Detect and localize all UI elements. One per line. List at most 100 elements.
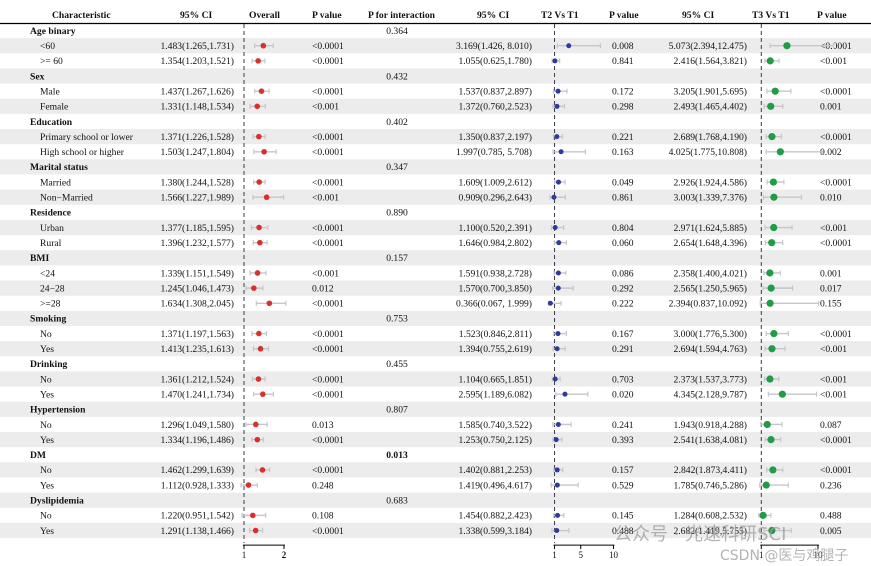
t3-ci-value: 2.416(1.564,3.821) xyxy=(673,56,747,67)
point-estimate-t2 xyxy=(554,482,560,488)
t2-ci-value: 1.646(0.984,2.802) xyxy=(458,238,532,249)
ci-overall-value: 1.371(1.226,1.528) xyxy=(160,132,234,143)
point-estimate-t2 xyxy=(554,346,560,352)
t3-p-value: 0.488 xyxy=(820,511,842,522)
ci-overall-value: 1.291(1.138,1.466) xyxy=(160,526,234,537)
subgroup-label: High school or higher xyxy=(40,147,125,158)
t2-p-value: 0.298 xyxy=(612,102,634,113)
t3-ci-value: 3.003(1.339,7.376) xyxy=(673,193,747,204)
ci-overall-value: 1.245(1.046,1.473) xyxy=(160,283,234,294)
t3-ci-value: 3.000(1.776,5.300) xyxy=(673,329,747,340)
t2-p-value: 0.008 xyxy=(612,41,634,52)
point-estimate-overall xyxy=(254,436,261,443)
subgroup-label: No xyxy=(40,329,52,340)
p-overall-value: <0.0001 xyxy=(312,41,344,52)
row-stripe xyxy=(0,310,871,326)
t2-ci-value: 1.591(0.938,2.728) xyxy=(458,268,532,279)
point-estimate-t2 xyxy=(566,43,572,49)
point-estimate-t3 xyxy=(763,420,771,429)
ci-overall-value: 1.112(0.928,1.333) xyxy=(161,480,234,491)
t2-ci-value: 1.585(0.740,3.522) xyxy=(458,420,532,431)
p-overall-value: <0.0001 xyxy=(312,435,344,446)
subgroup-label: Male xyxy=(40,86,60,97)
t3-p-value: 0.001 xyxy=(820,102,842,113)
subgroup-label: 24−28 xyxy=(40,283,65,294)
ci-overall-value: 1.331(1.148,1.534) xyxy=(160,102,234,113)
t2-p-value: 0.703 xyxy=(612,374,634,385)
row-stripe xyxy=(0,371,871,387)
point-estimate-t3 xyxy=(767,436,775,444)
header-p-t2: P value xyxy=(609,10,639,21)
subgroup-label: Yes xyxy=(40,389,54,400)
point-estimate-overall xyxy=(258,88,265,94)
point-estimate-t2 xyxy=(558,149,564,155)
point-estimate-t2 xyxy=(553,437,559,443)
row-stripe xyxy=(0,219,871,236)
point-estimate-t2 xyxy=(555,285,561,291)
point-estimate-overall xyxy=(260,42,267,49)
ci-overall-value: 1.634(1.308,2.045) xyxy=(160,299,234,310)
t2-ci-value: 1.402(0.881,2.253) xyxy=(458,465,532,476)
point-estimate-t3 xyxy=(770,193,778,201)
t2-p-value: 0.488 xyxy=(612,526,634,537)
point-estimate-t2 xyxy=(562,391,568,397)
p-interaction-value: 0.347 xyxy=(386,162,408,173)
p-interaction-value: 0.432 xyxy=(386,71,408,82)
point-estimate-overall xyxy=(256,179,263,185)
point-estimate-t3 xyxy=(768,345,776,353)
t2-ci-value: 0.366(0.067, 1.999) xyxy=(456,299,532,310)
p-overall-value: <0.0001 xyxy=(312,177,344,188)
t2-p-value: 0.172 xyxy=(612,86,634,97)
t2-p-value: 0.841 xyxy=(612,56,634,67)
t3-p-value: <0.001 xyxy=(820,374,847,385)
row-stripe xyxy=(0,98,871,114)
subgroup-label: No xyxy=(40,465,52,476)
header-p-overall: P value xyxy=(312,10,342,21)
t2-p-value: 0.060 xyxy=(612,238,634,249)
t2-p-value: 0.163 xyxy=(612,147,634,158)
row-stripe xyxy=(0,492,871,508)
p-overall-value: <0.0001 xyxy=(312,56,344,67)
row-stripe xyxy=(0,159,871,175)
t2-ci-value: 1.394(0.755,2.619) xyxy=(458,344,532,355)
x-tick-label-t2: 5 xyxy=(578,550,583,560)
t2-ci-value: 2.595(1.189,6.082) xyxy=(458,389,532,400)
point-estimate-t2 xyxy=(552,376,558,382)
ci-overall-value: 1.396(1.232,1.577) xyxy=(160,238,234,249)
t3-p-value: <0.001 xyxy=(820,56,847,67)
point-estimate-overall xyxy=(263,194,270,201)
watermark-wechat: 公众号 · 光速科研SCI xyxy=(614,524,787,545)
point-estimate-t3 xyxy=(769,178,778,186)
p-overall-value: <0.0001 xyxy=(312,86,344,97)
p-overall-value: 0.108 xyxy=(312,511,334,522)
point-estimate-t3 xyxy=(766,57,774,65)
t3-ci-value: 2.373(1.537,3.773) xyxy=(673,374,747,385)
subgroup-label: Primary school or lower xyxy=(40,132,134,143)
point-estimate-t2 xyxy=(552,58,558,64)
row-stripe xyxy=(0,38,871,54)
t3-ci-value: 2.689(1.768,4.190) xyxy=(673,132,747,143)
t3-ci-value: 2.358(1.400,4.021) xyxy=(673,268,747,279)
point-estimate-overall xyxy=(245,482,252,488)
point-estimate-t3 xyxy=(778,390,786,398)
header-t2: T2 Vs T1 xyxy=(541,10,579,21)
point-estimate-overall xyxy=(250,512,256,519)
t3-p-value: <0.0001 xyxy=(820,41,852,52)
row-stripe xyxy=(0,522,871,539)
p-overall-value: <0.001 xyxy=(312,102,339,113)
t3-ci-value: 4.025(1.775,10.808) xyxy=(669,147,747,158)
t3-p-value: <0.0001 xyxy=(820,465,852,476)
point-estimate-t3 xyxy=(769,466,777,474)
group-label: Sex xyxy=(30,71,45,82)
point-estimate-overall xyxy=(261,148,267,155)
t3-ci-value: 2.694(1.594,4.763) xyxy=(673,344,747,355)
t3-p-value: <0.0001 xyxy=(820,329,852,340)
t2-ci-value: 1.537(0.837,2.897) xyxy=(458,86,532,97)
t3-p-value: <0.0001 xyxy=(820,86,852,97)
subgroup-label: Rural xyxy=(40,238,62,249)
t2-ci-value: 1.100(0.520,2.391) xyxy=(458,223,532,234)
p-overall-value: 0.013 xyxy=(312,420,334,431)
p-overall-value: <0.0001 xyxy=(312,223,344,234)
point-estimate-t3 xyxy=(762,481,770,489)
t2-p-value: 0.291 xyxy=(612,344,634,355)
